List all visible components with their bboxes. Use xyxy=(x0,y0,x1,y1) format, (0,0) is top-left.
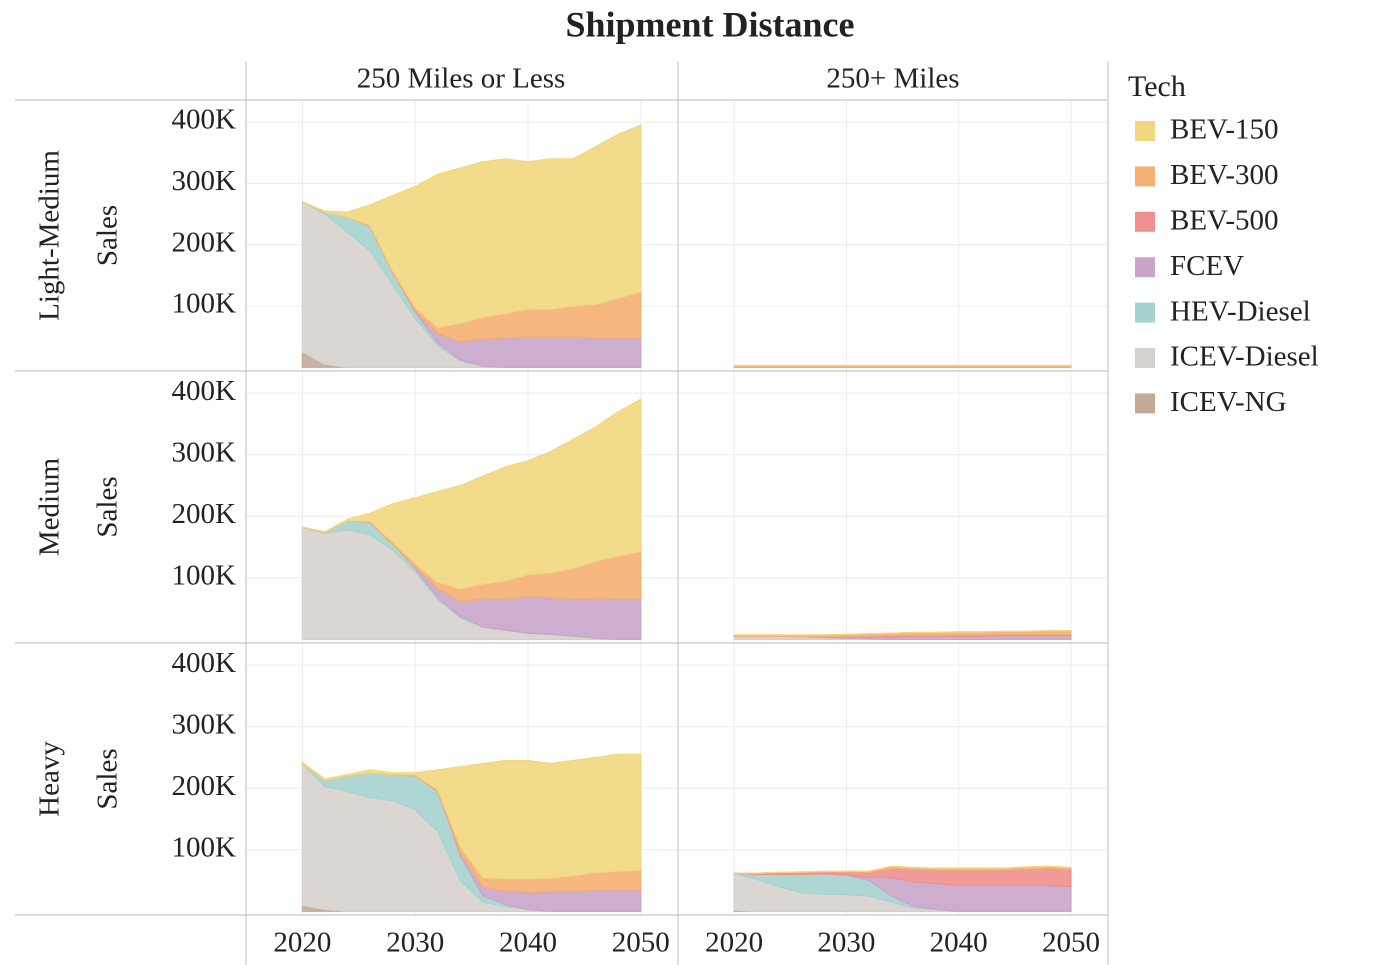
y-tick-label: 400K xyxy=(172,647,237,679)
legend-label: HEV-Diesel xyxy=(1170,295,1311,327)
y-tick-label: 100K xyxy=(172,288,237,320)
area: BEV-150 xyxy=(302,124,642,329)
row-header: Heavy xyxy=(34,741,66,817)
legend-label: ICEV-Diesel xyxy=(1170,341,1319,373)
panel: ICEV-NGICEV-DieselHEV-DieselFCEVBEV-500B… xyxy=(678,371,1108,643)
y-tick-label: 200K xyxy=(172,770,237,802)
legend-label: BEV-150 xyxy=(1170,114,1279,146)
row-header: Light-Medium xyxy=(34,150,66,321)
panel: ICEV-NGICEV-DieselHEV-DieselFCEVBEV-500B… xyxy=(246,643,678,915)
row-header: Medium xyxy=(34,457,66,556)
y-tick-label: 100K xyxy=(172,559,237,591)
y-axis-label: Sales xyxy=(92,476,124,537)
y-tick-label: 300K xyxy=(172,436,237,468)
x-tick-label: 2040 xyxy=(930,927,988,959)
panel: ICEV-NGICEV-DieselHEV-DieselFCEVBEV-500B… xyxy=(246,100,678,371)
legend-label: BEV-500 xyxy=(1170,204,1279,236)
y-tick-label: 400K xyxy=(172,375,237,407)
panel: ICEV-NGICEV-DieselHEV-DieselFCEVBEV-500B… xyxy=(246,371,678,643)
panel: ICEV-NGICEV-DieselHEV-DieselFCEVBEV-500B… xyxy=(678,100,1108,371)
y-axis-label: Sales xyxy=(92,205,124,266)
column-header: 250+ Miles xyxy=(826,63,959,95)
legend-swatch xyxy=(1135,211,1155,232)
legend-title: Tech xyxy=(1128,70,1186,103)
legend-swatch xyxy=(1135,302,1155,323)
x-tick-label: 2050 xyxy=(1042,927,1100,959)
panel-frames xyxy=(15,62,1109,965)
area: BEV-150 xyxy=(301,753,642,880)
y-tick-label: 100K xyxy=(172,831,237,863)
x-tick-label: 2020 xyxy=(273,927,331,959)
chart-title: Shipment Distance xyxy=(565,4,854,44)
panel: ICEV-NGICEV-DieselHEV-DieselFCEVBEV-500B… xyxy=(678,643,1108,915)
y-tick-label: 200K xyxy=(172,226,237,258)
x-tick-label: 2040 xyxy=(499,927,557,959)
x-tick-label: 2030 xyxy=(817,927,875,959)
legend-swatch xyxy=(1135,257,1155,278)
y-tick-label: 300K xyxy=(172,708,237,740)
x-tick-label: 2020 xyxy=(705,927,763,959)
column-header: 250 Miles or Less xyxy=(357,63,566,95)
legend-label: ICEV-NG xyxy=(1170,386,1287,418)
area: BEV-150 xyxy=(302,398,642,590)
y-tick-label: 400K xyxy=(172,104,237,136)
y-tick-label: 200K xyxy=(172,498,237,530)
legend-label: BEV-300 xyxy=(1170,159,1279,191)
x-tick-label: 2030 xyxy=(386,927,444,959)
area: BEV-150 xyxy=(734,630,1071,636)
y-axis-label: Sales xyxy=(92,748,124,809)
legend-swatch xyxy=(1135,166,1155,187)
x-tick-label: 2050 xyxy=(612,927,670,959)
legend-swatch xyxy=(1135,393,1155,414)
legend-swatch xyxy=(1135,121,1155,141)
legend-swatch xyxy=(1135,348,1155,368)
legend-label: FCEV xyxy=(1170,250,1244,282)
y-tick-label: 300K xyxy=(172,165,237,197)
area: BEV-150 xyxy=(734,865,1072,874)
